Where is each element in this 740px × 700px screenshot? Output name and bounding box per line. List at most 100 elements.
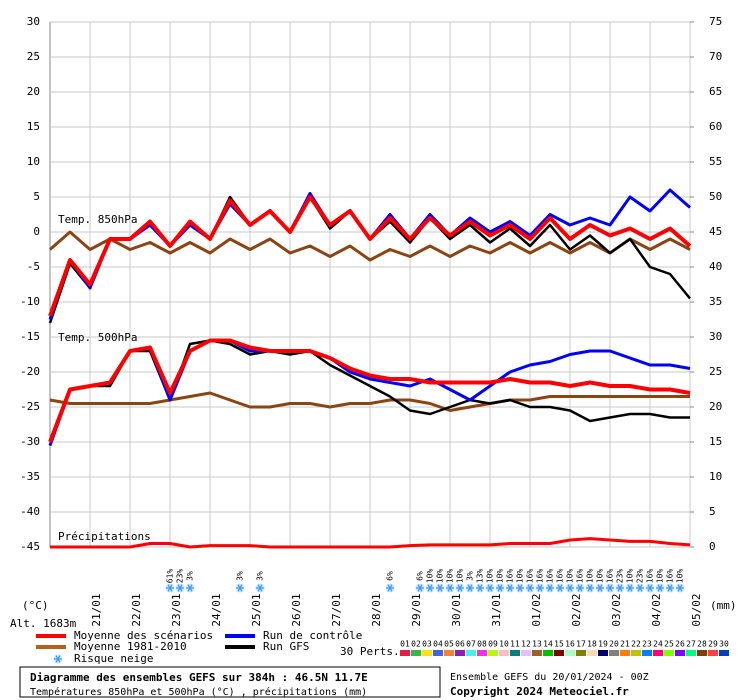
snowflake-arm xyxy=(55,655,61,663)
snowflake-arm xyxy=(647,584,653,592)
y2-tick-label: 15 xyxy=(709,435,722,448)
y2-tick-label: 60 xyxy=(709,120,722,133)
snowflake xyxy=(185,583,195,593)
pert-swatch xyxy=(510,650,520,656)
snow-risk-label: 23% xyxy=(176,569,185,584)
pert-swatch xyxy=(422,650,432,656)
pert-number: 13 xyxy=(532,640,542,649)
snowflake-arm xyxy=(597,584,603,592)
pert-number: 02 xyxy=(411,640,421,649)
snowflake xyxy=(435,583,445,593)
snowflake xyxy=(465,583,475,593)
snowflake xyxy=(425,583,435,593)
pert-swatch xyxy=(565,650,575,656)
snowflake xyxy=(165,583,175,593)
snow-risk-label: 10% xyxy=(516,569,525,584)
snow-risk-label: 23% xyxy=(636,569,645,584)
snowflake-arm xyxy=(497,584,503,592)
snowflake-arm xyxy=(457,584,463,592)
snow-risk-label: 10% xyxy=(626,569,635,584)
snowflake xyxy=(445,583,455,593)
x-tick-label: 27/01 xyxy=(330,593,343,626)
legend-label: Moyenne 1981-2010 xyxy=(74,640,187,653)
snowflake xyxy=(585,583,595,593)
snowflake-arm xyxy=(417,584,423,592)
pert-number: 06 xyxy=(455,640,465,649)
pert-number: 14 xyxy=(543,640,553,649)
snowflake xyxy=(555,583,565,593)
snowflake xyxy=(635,583,645,593)
snowflake-arm xyxy=(657,584,663,592)
pert-number: 22 xyxy=(631,640,641,649)
y-unit: (°C) xyxy=(22,599,49,612)
pert-number: 09 xyxy=(488,640,498,649)
pert-number: 08 xyxy=(477,640,487,649)
y2-tick-label: 55 xyxy=(709,155,722,168)
snowflake xyxy=(505,583,515,593)
pert-number: 26 xyxy=(675,640,685,649)
y-tick-label: 5 xyxy=(33,190,40,203)
perts-label: 30 Perts. xyxy=(340,645,400,658)
y2-tick-label: 50 xyxy=(709,190,722,203)
y-tick-label: 10 xyxy=(27,155,40,168)
snowflake-arm xyxy=(627,584,633,592)
y2-tick-label: 0 xyxy=(709,540,716,553)
series-line xyxy=(50,537,691,549)
pert-number: 21 xyxy=(620,640,630,649)
series-line xyxy=(48,338,691,443)
x-tick-label: 23/01 xyxy=(170,593,183,626)
snowflake-arm xyxy=(567,584,573,592)
snow-risk-label: 10% xyxy=(446,569,455,584)
series-line xyxy=(48,195,692,317)
pert-swatch xyxy=(609,650,619,656)
pert-swatch xyxy=(631,650,641,656)
snow-risk-label: 10% xyxy=(456,569,465,584)
y2-tick-label: 20 xyxy=(709,400,722,413)
pert-number: 18 xyxy=(587,640,597,649)
snow-risk-label: 10% xyxy=(486,569,495,584)
pert-swatch xyxy=(488,650,498,656)
pert-number: 29 xyxy=(708,640,718,649)
snowflake xyxy=(565,583,575,593)
x-tick-label: 03/02 xyxy=(610,593,623,626)
snowflake-arm xyxy=(547,584,553,592)
y-tick-label: 15 xyxy=(27,120,40,133)
pert-swatch xyxy=(664,650,674,656)
y2-tick-label: 30 xyxy=(709,330,722,343)
y-tick-label: -35 xyxy=(20,470,40,483)
snow-risk-label: 10% xyxy=(496,569,505,584)
snowflake-arm xyxy=(177,584,183,592)
pert-swatch xyxy=(532,650,542,656)
y-tick-label: 20 xyxy=(27,85,40,98)
snowflake xyxy=(515,583,525,593)
x-tick-label: 28/01 xyxy=(370,593,383,626)
pert-swatch xyxy=(653,650,663,656)
snow-risk-label: 13% xyxy=(476,569,485,584)
snowflake xyxy=(595,583,605,593)
legend-label: Risque neige xyxy=(74,652,153,665)
snowflake xyxy=(655,583,665,593)
snow-risk-label: 23% xyxy=(616,569,625,584)
snow-risk-label: 16% xyxy=(506,569,515,584)
pert-swatch xyxy=(477,650,487,656)
snow-risk-label: 16% xyxy=(526,569,535,584)
x-tick-label: 24/01 xyxy=(210,593,223,626)
snowflake-arm xyxy=(257,584,263,592)
snow-risk-label: 6% xyxy=(416,571,425,581)
snowflake xyxy=(665,583,675,593)
pert-swatch xyxy=(697,650,707,656)
pert-number: 05 xyxy=(444,640,454,649)
snowflake-arm xyxy=(517,584,523,592)
pert-number: 01 xyxy=(400,640,410,649)
pert-swatch xyxy=(576,650,586,656)
label-850: Temp. 850hPa xyxy=(58,213,137,226)
pert-swatch xyxy=(642,650,652,656)
snowflake xyxy=(675,583,685,593)
pert-number: 17 xyxy=(576,640,586,649)
snow-risk-label: 6% xyxy=(386,571,395,581)
y-tick-label: 30 xyxy=(27,15,40,28)
snowflake xyxy=(525,583,535,593)
pert-swatch xyxy=(598,650,608,656)
y2-tick-label: 35 xyxy=(709,295,722,308)
y-tick-label: -20 xyxy=(20,365,40,378)
